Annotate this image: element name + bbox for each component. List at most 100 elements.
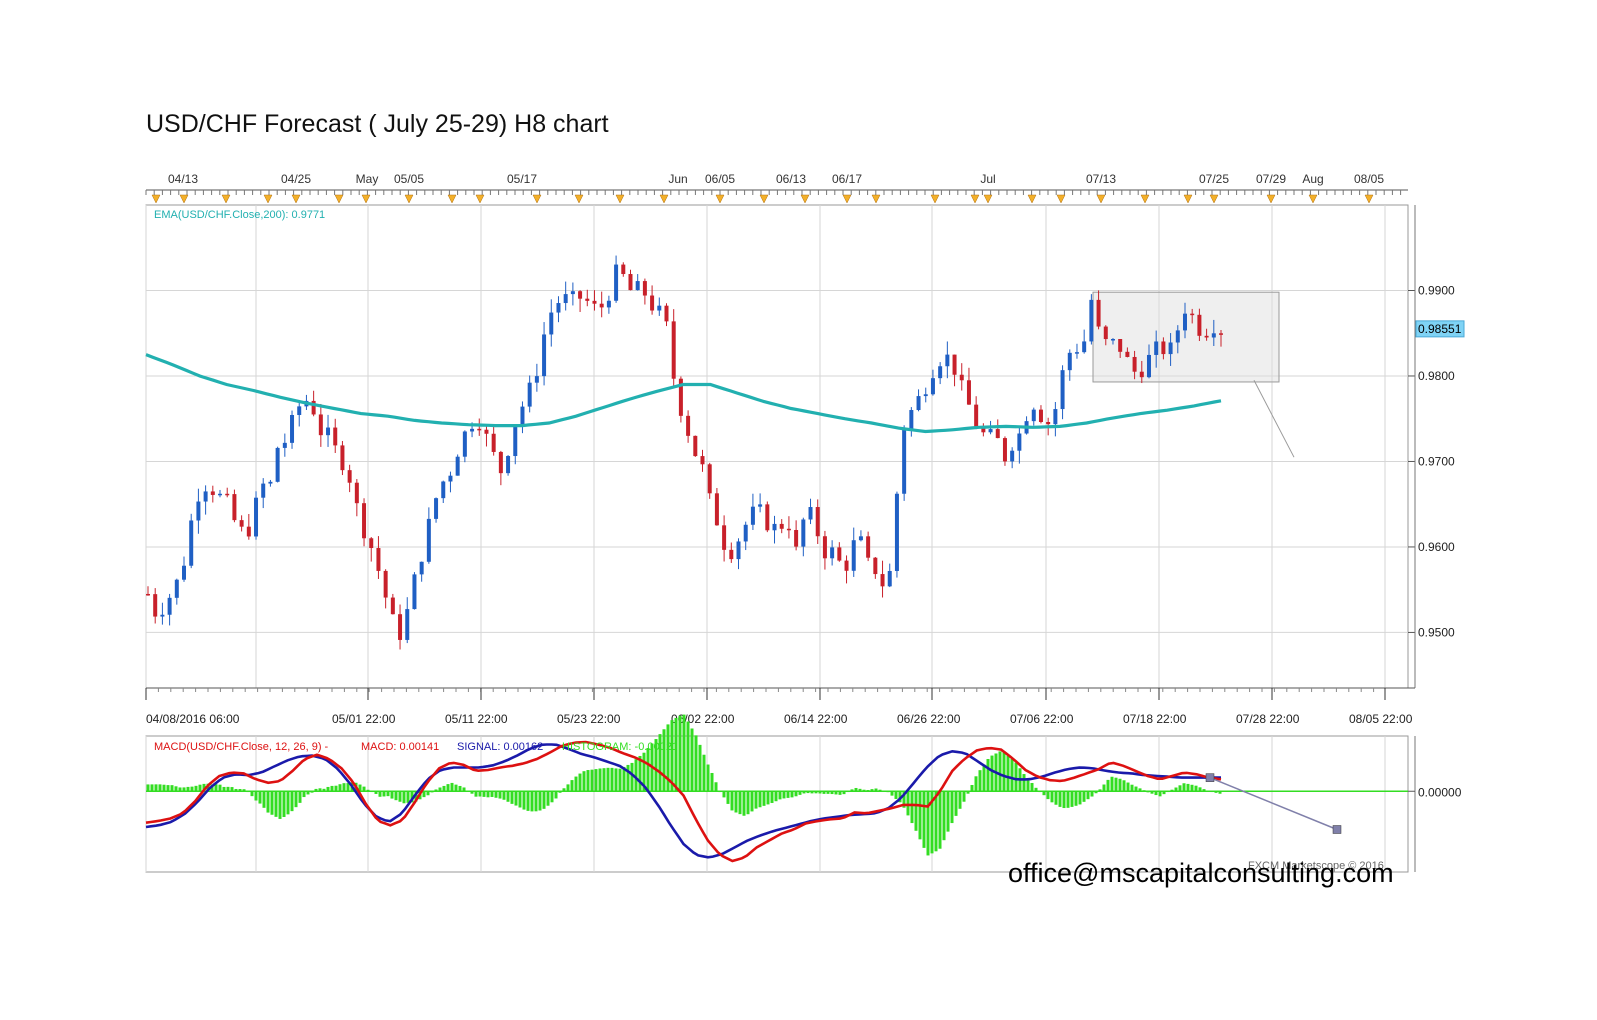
- macd-histogram-bar: [950, 791, 954, 824]
- macd-histogram-bar: [482, 791, 486, 797]
- macd-histogram-bar: [326, 786, 330, 792]
- macd-histogram-bar: [1158, 791, 1162, 797]
- macd-histogram-bar: [202, 783, 206, 792]
- macd-histogram-bar: [598, 768, 602, 792]
- macd-histogram-bar: [338, 784, 342, 792]
- macd-histogram-bar: [550, 791, 554, 803]
- forecast-range-box: [1092, 291, 1280, 383]
- event-marker: [983, 194, 993, 204]
- macd-histogram-bar: [662, 729, 666, 792]
- macd-forecast-line: [1209, 776, 1338, 831]
- bottom-date-label: 05/11 22:00: [445, 712, 508, 726]
- candle-body: [1038, 409, 1043, 423]
- macd-histogram-bar: [230, 787, 234, 792]
- macd-histogram-bar: [762, 791, 766, 806]
- price-axis-label: 0.9500: [1418, 625, 1455, 639]
- macd-histogram-bar: [1122, 780, 1126, 792]
- candle-body: [765, 504, 770, 531]
- candle-body: [750, 506, 755, 525]
- event-marker: [1209, 194, 1219, 204]
- event-marker: [574, 194, 584, 204]
- macd-histogram-bar: [510, 791, 514, 804]
- macd-histogram-bar: [726, 791, 730, 804]
- macd-histogram-bar: [1062, 791, 1066, 809]
- macd-histogram-bar: [966, 791, 970, 794]
- top-date-label: 04/13: [168, 172, 198, 186]
- macd-main-line: [145, 740, 1222, 863]
- price-panel[interactable]: 0.9900 0.9800 0.9700 0.9600 0.9500 EMA(USD/CH…: [145, 204, 1465, 689]
- macd-histogram-bar: [474, 791, 478, 797]
- candle-body: [1046, 422, 1051, 425]
- candle-body: [556, 303, 561, 313]
- candle-body: [866, 536, 871, 558]
- macd-panel[interactable]: 0.00000 MACD(USD/CHF.Close, 12, 26, 9) - M…: [145, 714, 1462, 873]
- candle-body: [909, 410, 914, 429]
- candle-body: [1060, 370, 1065, 410]
- macd-histogram-bar: [1102, 784, 1106, 792]
- candle-body: [232, 494, 237, 521]
- top-date-label: 07/29: [1256, 172, 1286, 186]
- macd-histogram-bar: [1098, 789, 1102, 792]
- macd-panel-frame: [145, 735, 1409, 873]
- candle-body: [995, 429, 1000, 439]
- macd-histogram-bar: [582, 771, 586, 792]
- macd-histogram-bar: [258, 791, 262, 804]
- macd-histogram-bar: [478, 791, 482, 797]
- macd-histogram-bar: [334, 785, 338, 792]
- macd-histogram-bar: [1130, 784, 1134, 792]
- macd-histogram-bar: [722, 791, 726, 798]
- candle-body: [203, 491, 208, 502]
- macd-histogram-bar: [854, 787, 858, 792]
- macd-forecast-end-handle: [1332, 825, 1342, 834]
- macd-histogram-bar: [670, 720, 674, 792]
- macd-histogram-bar: [298, 791, 302, 803]
- event-marker: [532, 194, 542, 204]
- macd-histogram-bar: [158, 784, 162, 792]
- candle-body: [837, 547, 842, 561]
- candle-body: [923, 394, 928, 397]
- macd-histogram-bar: [730, 791, 734, 811]
- last-price-label: 0.98551: [1418, 322, 1462, 336]
- macd-histogram-bar: [290, 791, 294, 812]
- candle-body: [1010, 450, 1015, 462]
- candle-body: [570, 291, 575, 295]
- macd-histogram-bar: [782, 791, 786, 799]
- macd-histogram-bar: [398, 791, 402, 802]
- candle-body: [196, 501, 201, 521]
- macd-histogram-bar: [1214, 791, 1218, 793]
- macd-histogram-bar: [162, 784, 166, 792]
- ema200-line: [145, 353, 1222, 434]
- event-marker: [475, 194, 485, 204]
- bottom-date-axis: 04/08/2016 06:00 05/01 22:00 05/11 22:00 05…: [145, 687, 1415, 726]
- candle-body: [664, 305, 669, 322]
- candle-body: [146, 593, 150, 596]
- macd-histogram-bar: [422, 791, 426, 798]
- macd-histogram-bar: [1074, 791, 1078, 806]
- candle-body: [815, 507, 820, 537]
- bottom-date-label: 04/08/2016 06:00: [146, 712, 240, 726]
- candle-body: [981, 428, 986, 433]
- candle-body: [542, 334, 547, 377]
- macd-histogram-bar: [150, 784, 154, 792]
- candle-body: [578, 291, 583, 299]
- candle-body: [254, 497, 259, 537]
- candle-body: [261, 483, 266, 498]
- candle-body: [153, 594, 158, 617]
- macd-histogram-bar: [674, 717, 678, 792]
- macd-histogram-bar: [314, 788, 318, 792]
- candle-body: [239, 520, 244, 527]
- candle-body: [225, 493, 230, 496]
- candle-body: [434, 498, 439, 519]
- macd-histogram-bar: [998, 751, 1002, 792]
- candle-body: [484, 429, 489, 434]
- candle-body: [426, 518, 431, 562]
- macd-histogram-bar: [306, 791, 310, 795]
- macd-histogram-bar: [830, 791, 834, 795]
- macd-histogram-bar: [682, 714, 686, 792]
- macd-histogram-bar: [590, 769, 594, 792]
- macd-histogram-bar: [1150, 791, 1154, 794]
- macd-histogram-bar: [286, 791, 290, 815]
- macd-histogram-bar: [1026, 778, 1030, 792]
- macd-histogram-bar: [522, 791, 526, 810]
- candle-body: [290, 415, 295, 443]
